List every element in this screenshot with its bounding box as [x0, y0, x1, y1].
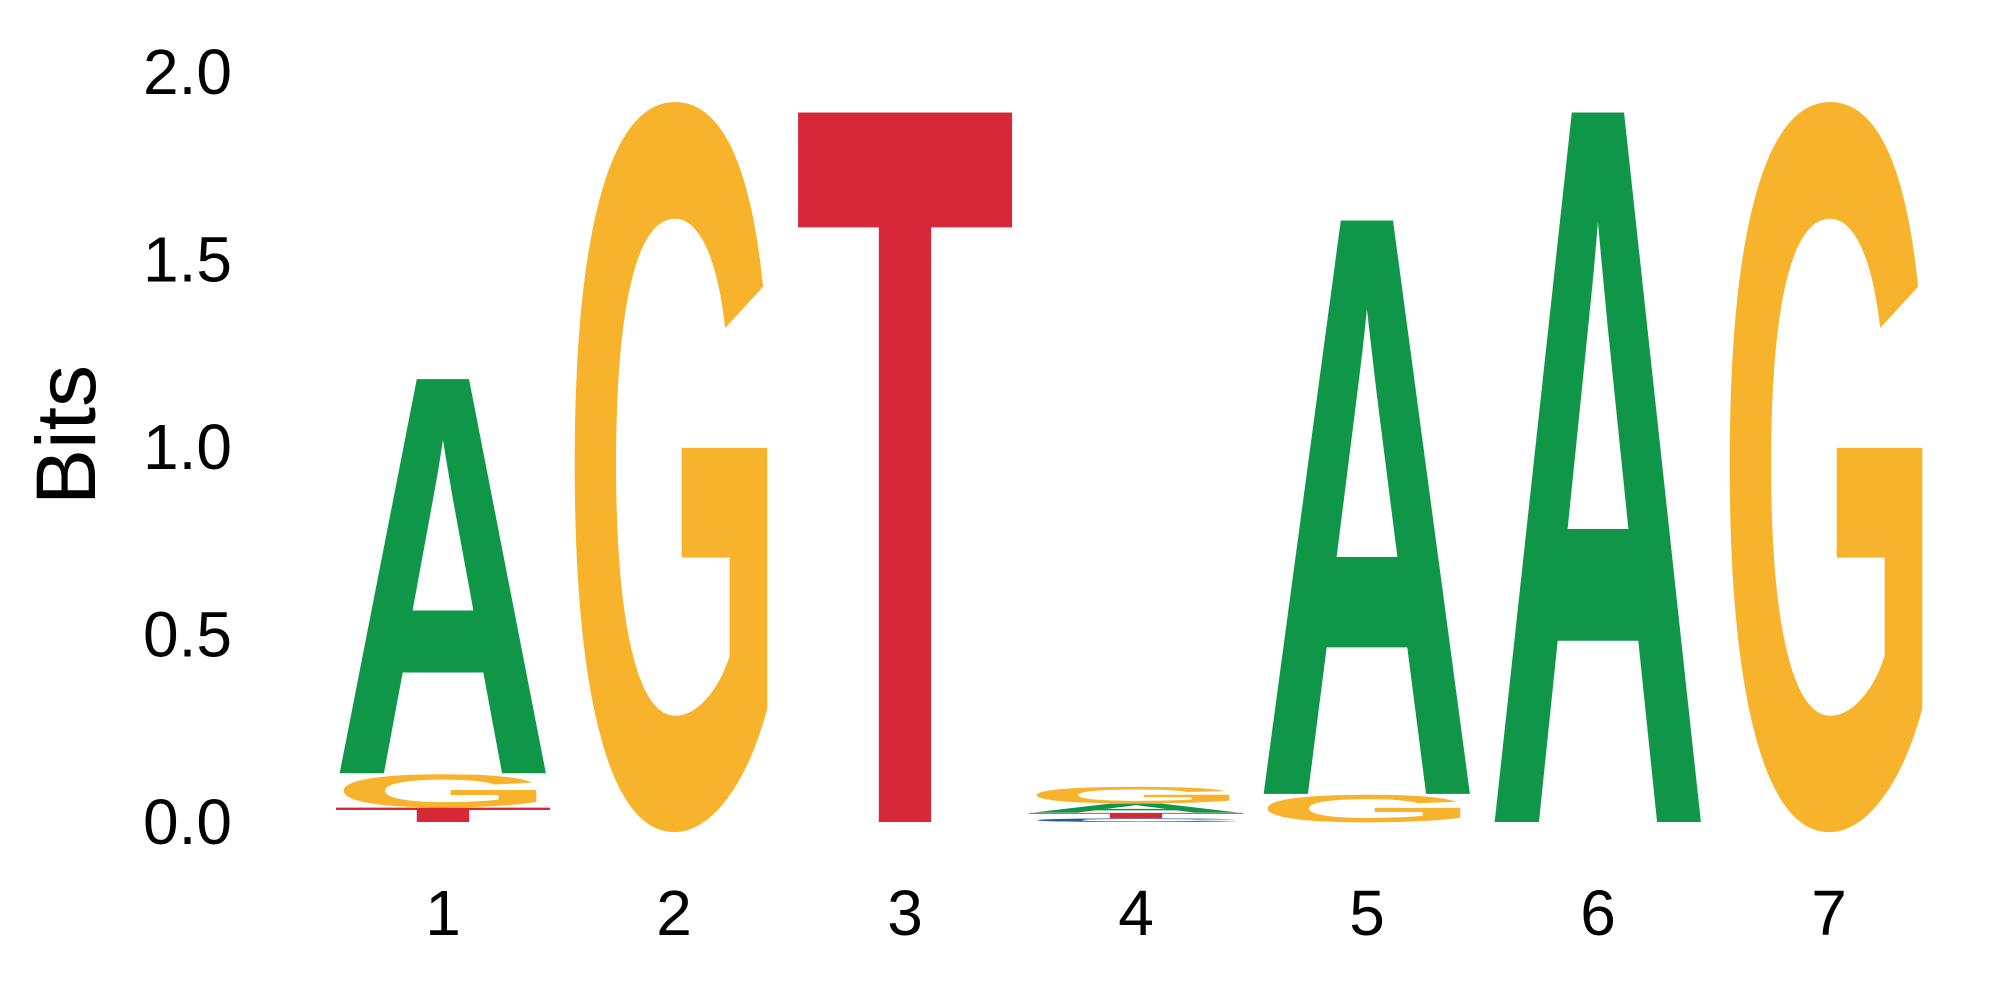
- y-axis-label: Bits: [19, 365, 113, 505]
- y-tick-label: 0.5: [143, 599, 232, 671]
- y-axis-ticks: 0.0 0.5 1.0 1.5 2.0: [143, 36, 232, 858]
- y-tick-label: 1.0: [143, 411, 232, 483]
- logo-letter-g: G: [1025, 782, 1247, 808]
- y-tick-label: 0.0: [143, 786, 232, 858]
- logo-letter-a: A: [332, 256, 554, 895]
- logo-letter-g: G: [1718, 0, 1940, 1000]
- logo-letter-t: T: [794, 0, 1016, 1000]
- logo-letter-g: G: [1256, 787, 1478, 831]
- y-tick-label: 2.0: [143, 36, 232, 108]
- x-tick-label: 2: [656, 877, 692, 949]
- x-tick-label: 3: [887, 877, 923, 949]
- x-axis-ticks: 1 2 3 4 5 6 7: [425, 877, 1847, 949]
- logo-letter-t: T: [332, 803, 554, 826]
- y-tick-label: 1.5: [143, 224, 232, 296]
- x-tick-label: 4: [1118, 877, 1154, 949]
- logo-letter-a: A: [1025, 801, 1247, 816]
- logo-letter-c: C: [1025, 817, 1247, 823]
- logo-letter-g: G: [332, 765, 554, 817]
- logo-letter-t: T: [1025, 811, 1247, 820]
- x-tick-label: 7: [1811, 877, 1847, 949]
- x-tick-label: 6: [1580, 877, 1616, 949]
- logo-letter-a: A: [1487, 0, 1709, 1000]
- logo-letter-g: G: [563, 0, 785, 1000]
- x-tick-label: 1: [425, 877, 461, 949]
- logo-letter-a: A: [1256, 40, 1478, 971]
- x-tick-label: 5: [1349, 877, 1385, 949]
